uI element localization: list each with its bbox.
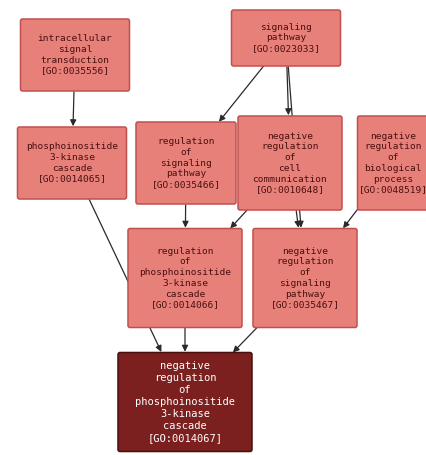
FancyBboxPatch shape — [20, 19, 129, 91]
FancyBboxPatch shape — [357, 116, 426, 210]
Text: regulation
of
phosphoinositide
3-kinase
cascade
[GO:0014066]: regulation of phosphoinositide 3-kinase … — [139, 247, 230, 309]
Text: negative
regulation
of
phosphoinositide
3-kinase
cascade
[GO:0014067]: negative regulation of phosphoinositide … — [135, 361, 234, 443]
Text: negative
regulation
of
signaling
pathway
[GO:0035467]: negative regulation of signaling pathway… — [270, 247, 339, 309]
FancyBboxPatch shape — [17, 127, 126, 199]
Text: phosphoinositide
3-kinase
cascade
[GO:0014065]: phosphoinositide 3-kinase cascade [GO:00… — [26, 142, 118, 184]
Text: negative
regulation
of
biological
process
[GO:0048519]: negative regulation of biological proces… — [358, 131, 426, 194]
FancyBboxPatch shape — [136, 122, 236, 204]
FancyBboxPatch shape — [237, 116, 341, 210]
Text: regulation
of
signaling
pathway
[GO:0035466]: regulation of signaling pathway [GO:0035… — [151, 137, 220, 189]
Text: negative
regulation
of
cell
communication
[GO:0010648]: negative regulation of cell communicatio… — [252, 131, 327, 194]
FancyBboxPatch shape — [118, 353, 251, 451]
Text: signaling
pathway
[GO:0023033]: signaling pathway [GO:0023033] — [251, 23, 320, 53]
Text: intracellular
signal
transduction
[GO:0035556]: intracellular signal transduction [GO:00… — [37, 35, 112, 76]
FancyBboxPatch shape — [231, 10, 340, 66]
FancyBboxPatch shape — [253, 228, 356, 328]
FancyBboxPatch shape — [128, 228, 242, 328]
